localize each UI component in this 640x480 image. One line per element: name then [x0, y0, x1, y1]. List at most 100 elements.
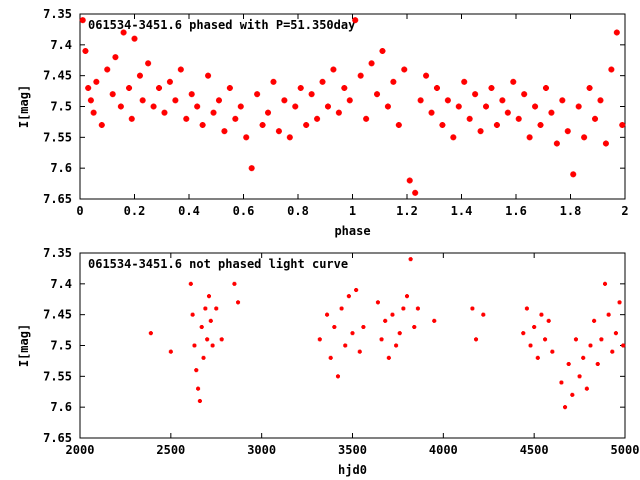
data-point [379, 337, 384, 342]
data-point [408, 257, 413, 262]
data-point [145, 60, 152, 67]
data-point [524, 306, 530, 311]
data-point [112, 54, 119, 61]
data-point [477, 128, 484, 135]
y-tick-label: 7.6 [50, 161, 72, 175]
x-tick-label: 1.2 [396, 204, 418, 218]
data-point [383, 318, 388, 323]
x-tick-label: 4500 [520, 443, 549, 457]
data-point [335, 109, 342, 116]
data-point [194, 368, 199, 373]
y-tick-label: 7.4 [50, 38, 72, 52]
data-point [248, 165, 255, 172]
data-point [206, 294, 212, 299]
data-point [192, 343, 197, 348]
y-tick-label: 7.6 [50, 400, 72, 414]
data-point [472, 91, 479, 98]
data-point [575, 103, 582, 110]
data-point [335, 374, 341, 379]
data-point [172, 97, 179, 104]
data-point [602, 140, 609, 147]
y-tick-label: 7.45 [43, 308, 72, 322]
data-point [564, 128, 571, 135]
data-point [352, 17, 359, 24]
data-point [613, 29, 620, 36]
data-point [379, 48, 386, 54]
data-point [205, 72, 212, 79]
data-point [93, 78, 100, 85]
y-tick-label: 7.45 [43, 69, 72, 83]
data-point [203, 306, 208, 311]
data-point [577, 374, 582, 379]
data-point [166, 78, 173, 85]
data-point [357, 72, 364, 79]
data-point [562, 405, 568, 410]
data-point [350, 331, 355, 336]
data-point [188, 91, 195, 98]
chart-title: 061534-3451.6 not phased light curve [88, 257, 348, 271]
data-point [259, 122, 266, 128]
data-point [610, 349, 615, 354]
data-point [254, 91, 261, 98]
data-point [584, 386, 589, 391]
data-point [406, 177, 413, 184]
data-point [597, 97, 604, 104]
data-point [161, 109, 168, 116]
data-point [428, 109, 435, 116]
x-tick-label: 3000 [247, 443, 276, 457]
data-point [532, 103, 539, 110]
data-point [297, 85, 304, 91]
data-point [390, 312, 395, 317]
x-tick-label: 1.4 [451, 204, 473, 218]
data-point [188, 281, 193, 286]
data-point [210, 109, 217, 116]
data-point [592, 318, 597, 323]
x-tick-label: 2500 [156, 443, 185, 457]
data-point [415, 306, 421, 311]
x-tick-label: 4000 [429, 443, 458, 457]
data-point [346, 294, 351, 299]
data-point [393, 343, 399, 348]
x-axis-label: hjd0 [338, 463, 367, 477]
data-point [374, 91, 381, 98]
data-point [363, 115, 370, 122]
data-point [488, 85, 495, 91]
data-point [404, 294, 410, 299]
data-point [79, 17, 86, 24]
x-tick-label: 0 [76, 204, 83, 218]
data-point [354, 287, 359, 293]
x-tick-label: 2 [621, 204, 628, 218]
data-point [450, 134, 457, 141]
data-point [473, 337, 479, 342]
data-point [384, 103, 391, 110]
data-point [150, 103, 157, 110]
data-point [139, 97, 146, 104]
data-point [566, 361, 571, 367]
data-point [328, 355, 333, 360]
data-point [606, 312, 611, 317]
x-tick-label: 1.8 [560, 204, 582, 218]
data-point [581, 134, 588, 141]
data-point [199, 122, 206, 128]
data-point [493, 122, 500, 128]
data-point [243, 134, 250, 141]
x-tick-label: 2000 [66, 443, 95, 457]
data-point [330, 66, 337, 73]
x-tick-label: 5000 [611, 443, 640, 457]
data-point [521, 91, 528, 98]
data-point [535, 355, 540, 360]
data-point [215, 97, 222, 104]
data-point [617, 300, 622, 305]
data-point [126, 85, 133, 91]
data-point [433, 85, 440, 91]
data-point [559, 380, 564, 385]
data-point [423, 72, 430, 79]
data-point [148, 331, 153, 336]
data-point [210, 343, 215, 348]
data-point [237, 103, 244, 110]
data-point [317, 337, 322, 342]
data-point [308, 91, 315, 98]
data-point [190, 312, 195, 317]
data-point [324, 103, 331, 110]
